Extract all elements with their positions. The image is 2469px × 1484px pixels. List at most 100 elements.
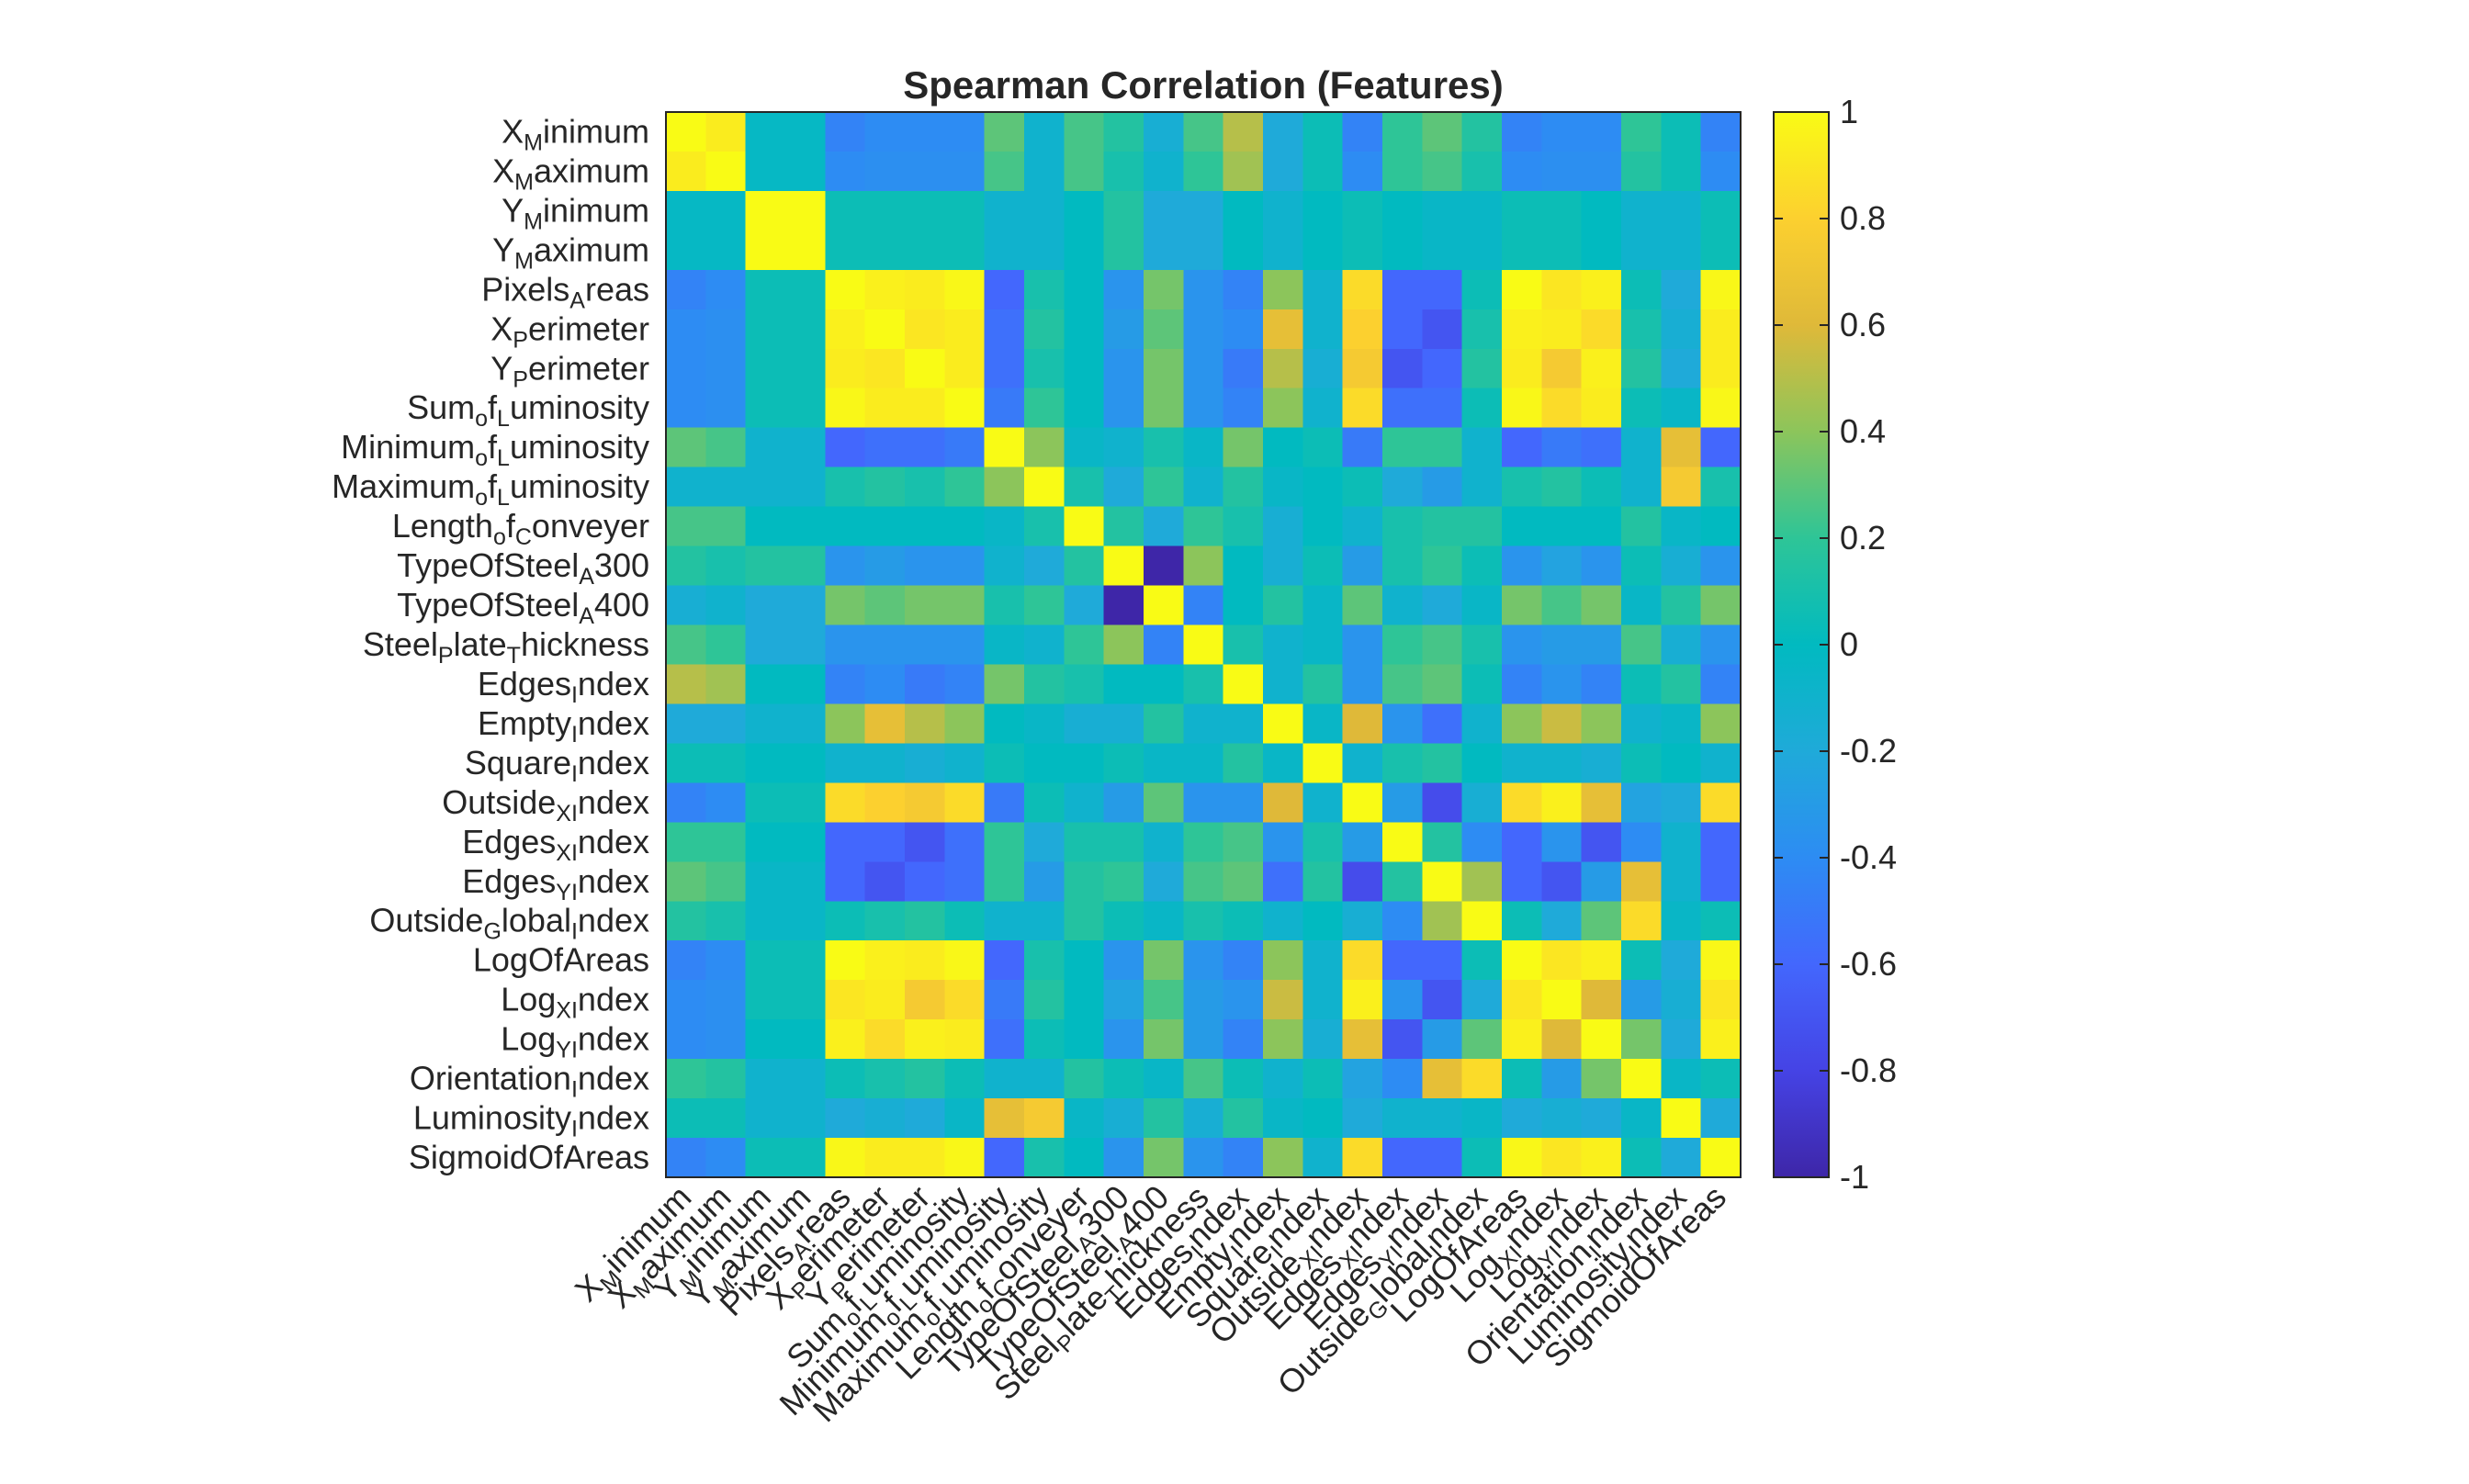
- heatmap-cell: [1700, 782, 1742, 823]
- heatmap-cell: [1064, 506, 1105, 547]
- heatmap-cell: [1502, 980, 1542, 1020]
- heatmap-cell: [1144, 545, 1184, 587]
- heatmap-cell: [745, 664, 786, 705]
- heatmap-cell: [1183, 782, 1224, 823]
- heatmap-cell: [1621, 309, 1662, 350]
- y-tick-label: EdgesXIndex: [462, 823, 649, 866]
- heatmap-cell: [1661, 269, 1702, 310]
- heatmap-cell: [785, 545, 826, 587]
- heatmap-cells: [666, 112, 1742, 1178]
- heatmap-cell: [944, 664, 986, 705]
- heatmap-cell: [1502, 151, 1542, 192]
- heatmap-cell: [1541, 1019, 1583, 1060]
- heatmap-cell: [984, 427, 1025, 468]
- heatmap-cell: [984, 980, 1025, 1020]
- heatmap-cell: [1263, 112, 1303, 152]
- heatmap-cell: [1302, 782, 1344, 823]
- heatmap-cell: [1223, 1098, 1264, 1139]
- heatmap-cell: [1064, 269, 1105, 310]
- heatmap-cell: [1263, 1098, 1303, 1139]
- heatmap-cell: [864, 506, 906, 547]
- heatmap-cell: [1661, 1019, 1702, 1060]
- heatmap-cell: [1024, 112, 1065, 152]
- y-tick-label: XMaximum: [492, 152, 649, 195]
- heatmap-cell: [1064, 427, 1105, 468]
- heatmap-cell: [1382, 1138, 1423, 1178]
- heatmap-cell: [944, 230, 986, 271]
- heatmap-cell: [666, 190, 706, 231]
- heatmap-cell: [905, 861, 945, 902]
- heatmap-cell: [1064, 467, 1105, 508]
- heatmap-cell: [825, 427, 866, 468]
- heatmap-cell: [666, 1098, 706, 1139]
- heatmap-cell: [1700, 822, 1742, 862]
- heatmap-cell: [1024, 348, 1065, 389]
- heatmap-cell: [1461, 112, 1503, 152]
- heatmap-cell: [1661, 427, 1702, 468]
- heatmap-cell: [1502, 782, 1542, 823]
- heatmap-cell: [705, 664, 747, 705]
- heatmap-cell: [666, 506, 706, 547]
- heatmap-cell: [984, 624, 1025, 666]
- heatmap-cell: [1144, 190, 1184, 231]
- heatmap-cell: [905, 822, 945, 862]
- heatmap-cell: [825, 743, 866, 783]
- heatmap-cell: [1183, 112, 1224, 152]
- heatmap-cell: [666, 822, 706, 862]
- heatmap-cell: [1461, 1059, 1503, 1099]
- heatmap-cell: [1183, 506, 1224, 547]
- heatmap-cell: [1024, 1138, 1065, 1178]
- heatmap-cell: [1502, 940, 1542, 981]
- heatmap-cell: [1103, 822, 1144, 862]
- heatmap-cell: [1302, 861, 1344, 902]
- heatmap-cell: [825, 309, 866, 350]
- heatmap-cell: [1144, 1098, 1184, 1139]
- heatmap-cell: [1024, 506, 1065, 547]
- heatmap-cell: [1661, 822, 1702, 862]
- heatmap-cell: [864, 545, 906, 587]
- heatmap-cell: [1144, 506, 1184, 547]
- heatmap-cell: [825, 467, 866, 508]
- heatmap-cell: [1144, 624, 1184, 666]
- colorbar-tick-label: -0.2: [1840, 732, 1897, 770]
- heatmap-cell: [825, 112, 866, 152]
- heatmap-cell: [864, 348, 906, 389]
- heatmap-cell: [1661, 506, 1702, 547]
- heatmap-cell: [1342, 703, 1383, 744]
- heatmap-cell: [1700, 269, 1742, 310]
- heatmap-cell: [944, 585, 986, 626]
- heatmap-cell: [1263, 269, 1303, 310]
- heatmap-cell: [1144, 822, 1184, 862]
- heatmap-cell: [1700, 151, 1742, 192]
- heatmap-cell: [1422, 980, 1463, 1020]
- heatmap-cell: [1064, 545, 1105, 587]
- heatmap-cell: [705, 940, 747, 981]
- heatmap-cell: [825, 940, 866, 981]
- heatmap-cell: [1461, 230, 1503, 271]
- heatmap-cell: [745, 506, 786, 547]
- heatmap-cell: [1302, 743, 1344, 783]
- heatmap-cell: [864, 822, 906, 862]
- heatmap-cell: [1700, 1098, 1742, 1139]
- heatmap-cell: [785, 467, 826, 508]
- heatmap-cell: [984, 388, 1025, 429]
- heatmap-cell: [1342, 151, 1383, 192]
- heatmap-cell: [1502, 861, 1542, 902]
- heatmap-cell: [705, 1098, 747, 1139]
- heatmap-cell: [1661, 782, 1702, 823]
- heatmap-cell: [864, 1019, 906, 1060]
- heatmap-cell: [705, 151, 747, 192]
- heatmap-cell: [1103, 190, 1144, 231]
- heatmap-cell: [1302, 309, 1344, 350]
- heatmap-cell: [1502, 822, 1542, 862]
- heatmap-cell: [1064, 190, 1105, 231]
- heatmap-cell: [1461, 1019, 1503, 1060]
- heatmap-cell: [1541, 980, 1583, 1020]
- heatmap-cell: [785, 230, 826, 271]
- heatmap-cell: [984, 190, 1025, 231]
- heatmap-cell: [1024, 190, 1065, 231]
- y-tick-label: SumofLuminosity: [407, 388, 649, 432]
- heatmap-cell: [864, 1138, 906, 1178]
- heatmap-cell: [1382, 230, 1423, 271]
- heatmap-cell: [864, 980, 906, 1020]
